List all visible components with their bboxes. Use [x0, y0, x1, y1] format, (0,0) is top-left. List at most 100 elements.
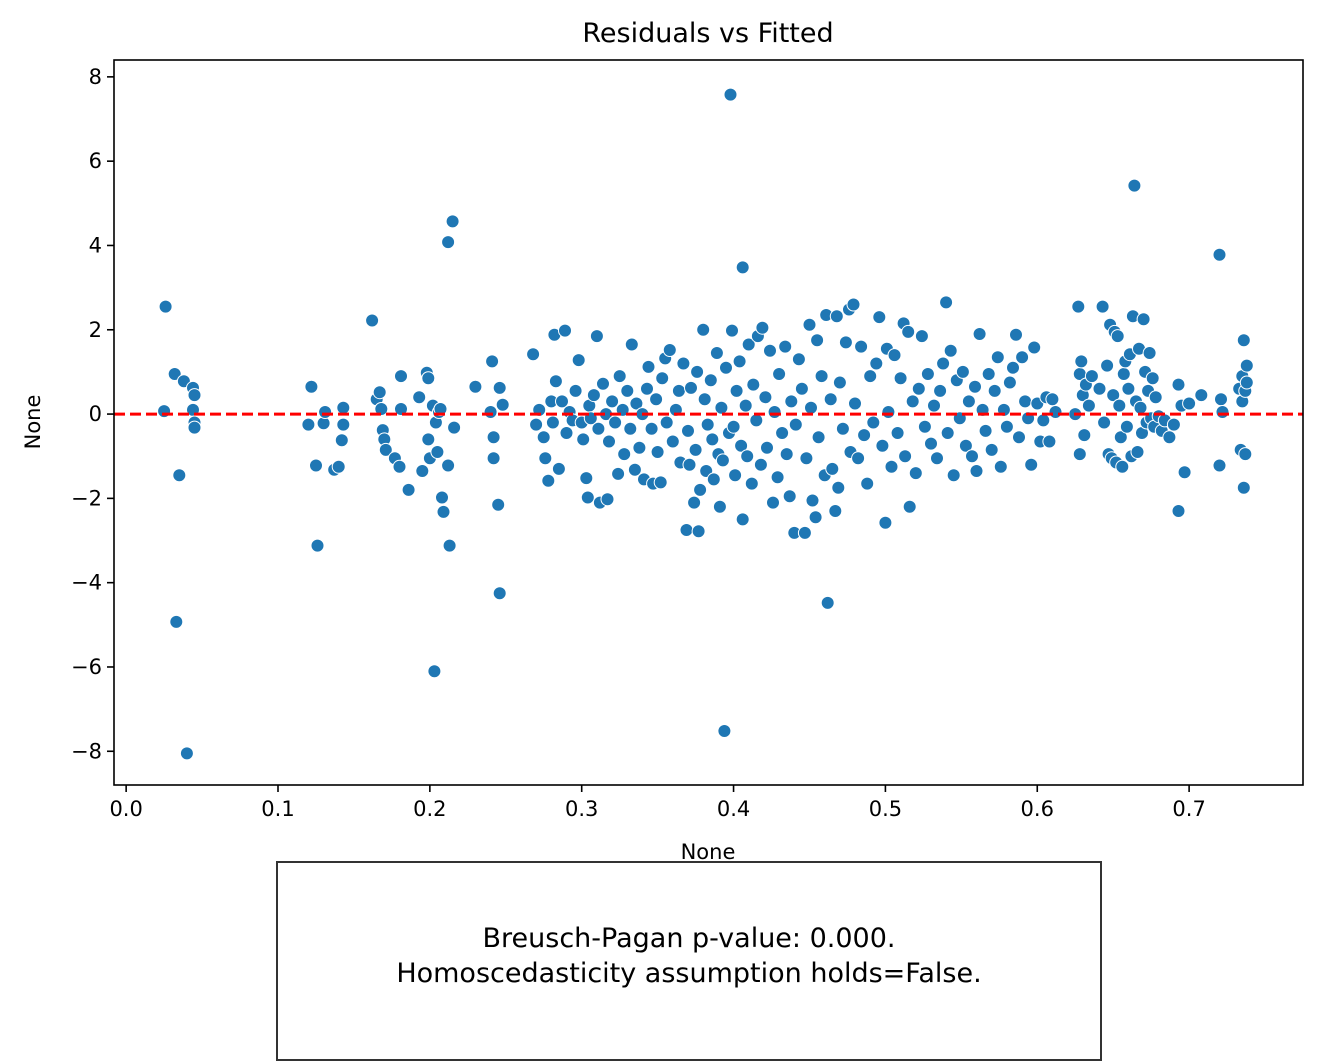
data-point [688, 442, 703, 457]
data-point [435, 490, 449, 505]
data-point [930, 451, 944, 466]
data-point [788, 417, 803, 432]
data-point [378, 442, 393, 457]
data-point [415, 464, 430, 478]
data-point [691, 524, 706, 539]
data-point [740, 449, 755, 464]
data-point [1074, 354, 1089, 369]
data-point [875, 438, 890, 453]
data-point [1212, 458, 1227, 473]
data-point [920, 367, 935, 381]
data-point [1042, 434, 1057, 449]
y-tick-label: −2 [71, 486, 102, 510]
data-point [1015, 350, 1030, 365]
data-point [602, 434, 616, 449]
data-point [1162, 430, 1177, 445]
data-point [1084, 369, 1099, 384]
data-point [734, 438, 749, 453]
data-point [779, 447, 794, 462]
data-point [770, 470, 785, 485]
data-point [898, 449, 913, 464]
data-point [558, 323, 572, 338]
data-point [611, 466, 626, 481]
data-point [1006, 360, 1020, 375]
data-point [394, 402, 408, 416]
data-point [863, 369, 878, 384]
test-result-box: Breusch-Pagan p-value: 0.000. Homoscedas… [276, 861, 1102, 1061]
data-point [1194, 388, 1209, 403]
data-point [1009, 327, 1023, 342]
data-point [441, 235, 456, 250]
data-point [984, 442, 999, 457]
data-point [715, 453, 730, 468]
data-point [641, 359, 656, 374]
data-point [696, 322, 711, 337]
data-point [640, 381, 654, 396]
data-point [1236, 480, 1251, 495]
data-point [760, 440, 774, 455]
data-point [580, 490, 595, 505]
data-point [726, 419, 741, 434]
data-point [1112, 398, 1127, 413]
data-point [301, 417, 316, 432]
residuals-scatter-chart: Residuals vs Fitted 0.0 0.1 0.2 0.3 0.4 0.5 0.… [21, 18, 1304, 860]
data-point [690, 364, 705, 379]
data-point [526, 347, 541, 362]
data-point [1012, 430, 1026, 445]
data-point [753, 457, 768, 472]
y-tick-label: 8 [89, 65, 102, 89]
data-point [1027, 340, 1042, 355]
x-tick-label: 0.6 [1021, 797, 1054, 821]
data-point [1212, 247, 1227, 262]
data-point [866, 415, 881, 430]
data-point [1045, 392, 1060, 407]
data-point [814, 369, 829, 384]
data-point [394, 369, 408, 384]
data-point [1106, 388, 1121, 403]
data-point [735, 512, 750, 527]
data-point [682, 457, 697, 472]
data-point [990, 350, 1005, 365]
data-point [309, 458, 323, 473]
data-point [401, 482, 416, 497]
data-point [981, 367, 996, 381]
data-point [1110, 329, 1125, 344]
data-point [829, 309, 844, 324]
data-point [860, 476, 875, 491]
data-point [961, 394, 976, 409]
data-point [936, 356, 951, 371]
data-point [872, 310, 887, 325]
y-tick-label: 0 [89, 402, 102, 426]
data-point [1182, 396, 1197, 411]
data-point [810, 333, 825, 348]
data-point [157, 404, 172, 419]
data-point [732, 354, 747, 369]
data-point [412, 390, 427, 405]
data-point [719, 360, 733, 375]
data-point [700, 417, 715, 432]
data-point [1171, 377, 1186, 392]
data-point [782, 489, 797, 504]
y-tick-label: −6 [71, 655, 102, 679]
data-point [1239, 358, 1254, 373]
data-point [1071, 299, 1086, 314]
data-point [676, 356, 691, 371]
data-point [1136, 312, 1151, 327]
data-point [1018, 394, 1033, 409]
data-point [679, 523, 694, 537]
data-point [878, 515, 893, 530]
data-point [968, 379, 982, 394]
data-point [568, 383, 583, 398]
data-point [712, 499, 727, 514]
data-point [1214, 392, 1228, 407]
data-point [608, 415, 623, 430]
data-point [392, 459, 407, 474]
x-tick-label: 0.3 [565, 797, 598, 821]
data-point [791, 352, 806, 367]
data-point [1095, 299, 1110, 314]
data-point [623, 421, 638, 436]
y-tick-label: 4 [89, 233, 102, 257]
data-point [1119, 419, 1134, 434]
data-point [848, 396, 862, 411]
data-point [857, 428, 872, 443]
